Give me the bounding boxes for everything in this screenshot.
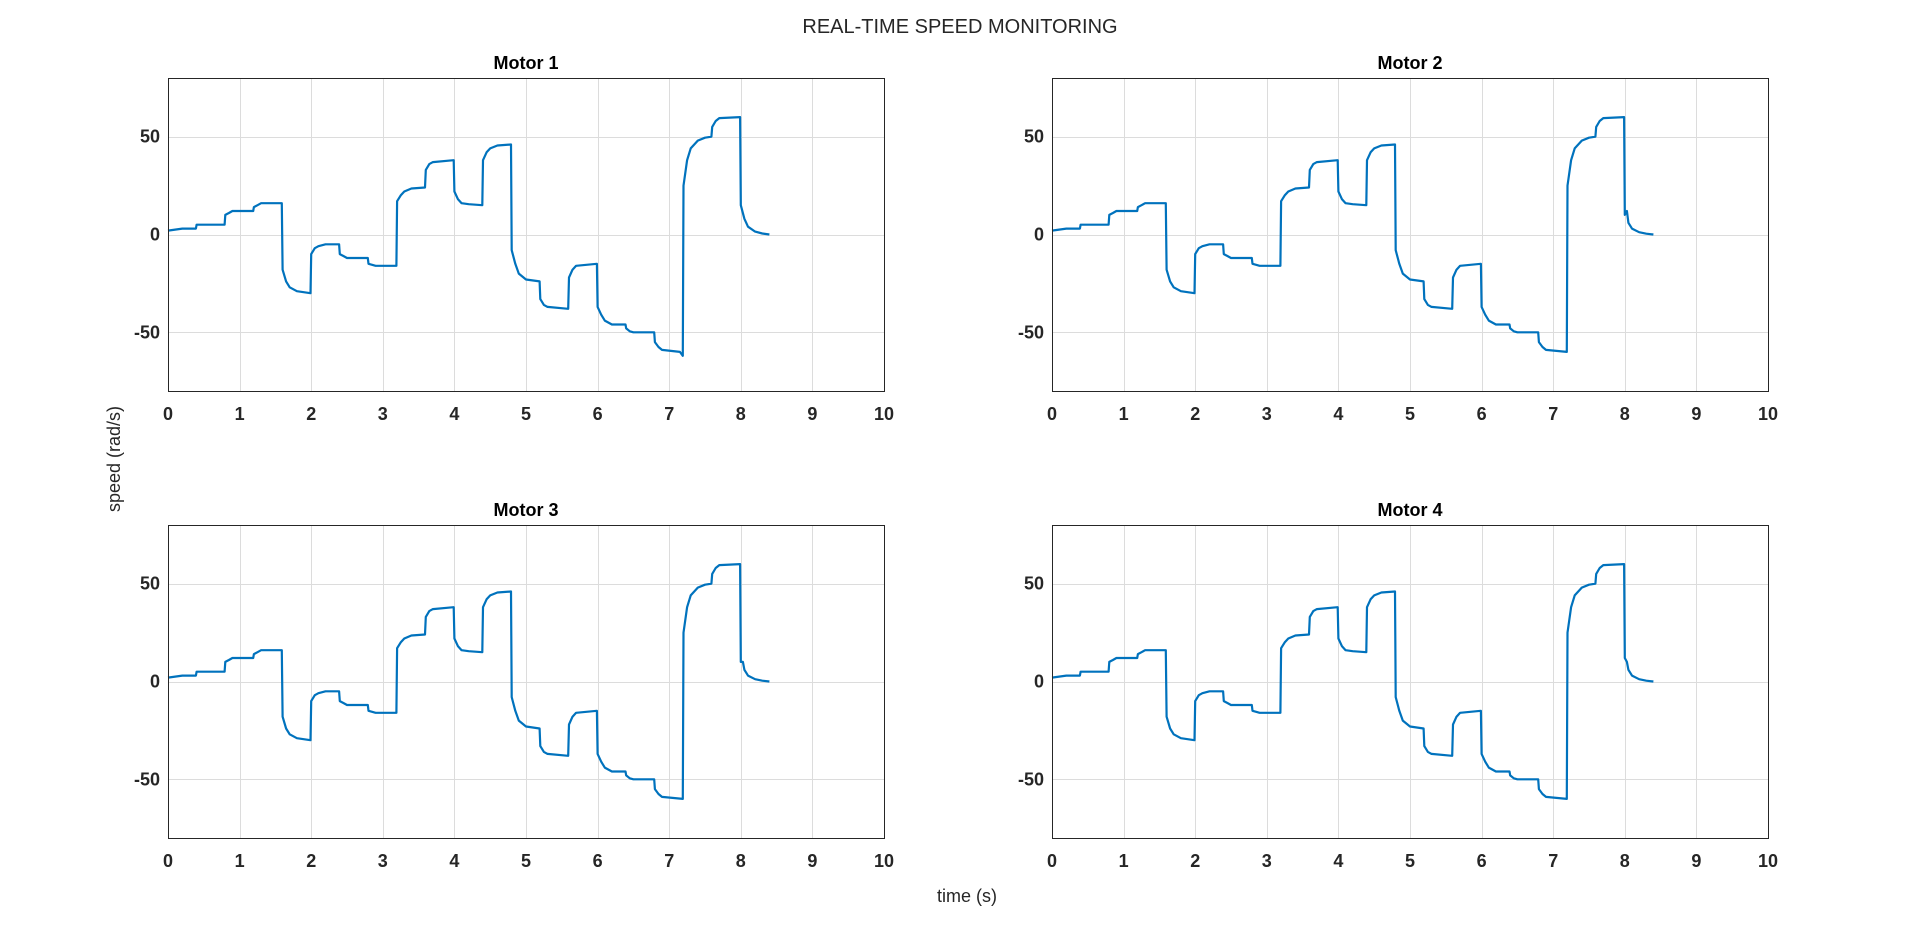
x-tick-label: 1 — [235, 851, 245, 871]
x-tick-label: 6 — [1477, 404, 1487, 424]
speed-series-line — [167, 115, 770, 357]
x-tick-label: 8 — [736, 851, 746, 871]
x-tick-label: 0 — [163, 851, 173, 871]
x-tick-label: 10 — [874, 851, 894, 871]
x-axis-label: time (s) — [937, 886, 997, 906]
figure-title: REAL-TIME SPEED MONITORING — [802, 16, 1117, 38]
y-tick-label: 0 — [1034, 672, 1044, 692]
y-tick-label: -50 — [134, 322, 160, 342]
x-tick-label: 7 — [1548, 404, 1558, 424]
y-axis-label: speed (rad/s) — [104, 406, 124, 512]
x-tick-label: 9 — [1691, 404, 1701, 424]
x-tick-label: 5 — [521, 851, 531, 871]
subplot-motor-4: 0 1 2 3 4 5 6 7 8 9 10 -50 0 50 Motor 4 — [1018, 500, 1778, 871]
x-tick-label: 7 — [1548, 851, 1558, 871]
x-tick-label: 0 — [163, 404, 173, 424]
x-tick-label: 7 — [664, 851, 674, 871]
y-tick-label: 50 — [140, 127, 160, 147]
x-tick-label: 3 — [1262, 851, 1272, 871]
y-tick-label: 50 — [1024, 127, 1044, 147]
speed-series-line — [1051, 562, 1654, 801]
x-tick-label: 9 — [807, 851, 817, 871]
y-tick-label: 0 — [150, 672, 160, 692]
x-tick-label: 3 — [1262, 404, 1272, 424]
x-tick-label: 6 — [593, 404, 603, 424]
x-tick-label: 10 — [1758, 851, 1778, 871]
x-tick-label: 0 — [1047, 851, 1057, 871]
x-tick-label: 1 — [235, 404, 245, 424]
x-tick-label: 5 — [521, 404, 531, 424]
x-tick-label: 7 — [664, 404, 674, 424]
x-tick-label: 9 — [807, 404, 817, 424]
x-tick-label: 3 — [378, 851, 388, 871]
x-tick-label: 9 — [1691, 851, 1701, 871]
x-tick-label: 8 — [1620, 404, 1630, 424]
x-tick-label: 0 — [1047, 404, 1057, 424]
y-tick-label: -50 — [1018, 322, 1044, 342]
x-tick-label: 4 — [449, 851, 459, 871]
y-tick-label: 50 — [140, 574, 160, 594]
x-tick-label: 10 — [874, 404, 894, 424]
y-tick-label: -50 — [134, 769, 160, 789]
subplot-title: Motor 1 — [494, 53, 559, 73]
x-tick-label: 3 — [378, 404, 388, 424]
x-tick-label: 5 — [1405, 404, 1415, 424]
subplot-title: Motor 2 — [1378, 53, 1443, 73]
axes-border — [168, 78, 885, 392]
y-tick-label: 0 — [150, 225, 160, 245]
subplot-motor-1: 0 1 2 3 4 5 6 7 8 9 10 -50 0 50 Motor 1 — [134, 53, 894, 424]
speed-series-line — [167, 562, 770, 801]
x-tick-label: 2 — [306, 404, 316, 424]
x-tick-label: 4 — [1333, 851, 1343, 871]
x-tick-label: 2 — [306, 851, 316, 871]
x-tick-label: 2 — [1190, 404, 1200, 424]
x-tick-label: 6 — [1477, 851, 1487, 871]
x-tick-label: 4 — [449, 404, 459, 424]
axes-border — [168, 525, 885, 839]
x-tick-label: 6 — [593, 851, 603, 871]
x-tick-label: 1 — [1119, 404, 1129, 424]
speed-series-line — [1051, 115, 1654, 353]
y-tick-label: -50 — [1018, 769, 1044, 789]
x-tick-label: 2 — [1190, 851, 1200, 871]
x-tick-label: 8 — [1620, 851, 1630, 871]
subplot-motor-2: 0 1 2 3 4 5 6 7 8 9 10 -50 0 50 Motor 2 — [1018, 53, 1778, 424]
x-tick-label: 8 — [736, 404, 746, 424]
y-tick-label: 50 — [1024, 574, 1044, 594]
x-tick-label: 10 — [1758, 404, 1778, 424]
axes-border — [1052, 78, 1769, 392]
subplot-motor-3: 0 1 2 3 4 5 6 7 8 9 10 -50 0 50 Motor 3 — [134, 500, 894, 871]
subplot-title: Motor 4 — [1378, 500, 1443, 520]
axes-border — [1052, 525, 1769, 839]
x-tick-label: 5 — [1405, 851, 1415, 871]
y-tick-label: 0 — [1034, 225, 1044, 245]
x-tick-label: 4 — [1333, 404, 1343, 424]
x-tick-label: 1 — [1119, 851, 1129, 871]
subplot-title: Motor 3 — [494, 500, 559, 520]
